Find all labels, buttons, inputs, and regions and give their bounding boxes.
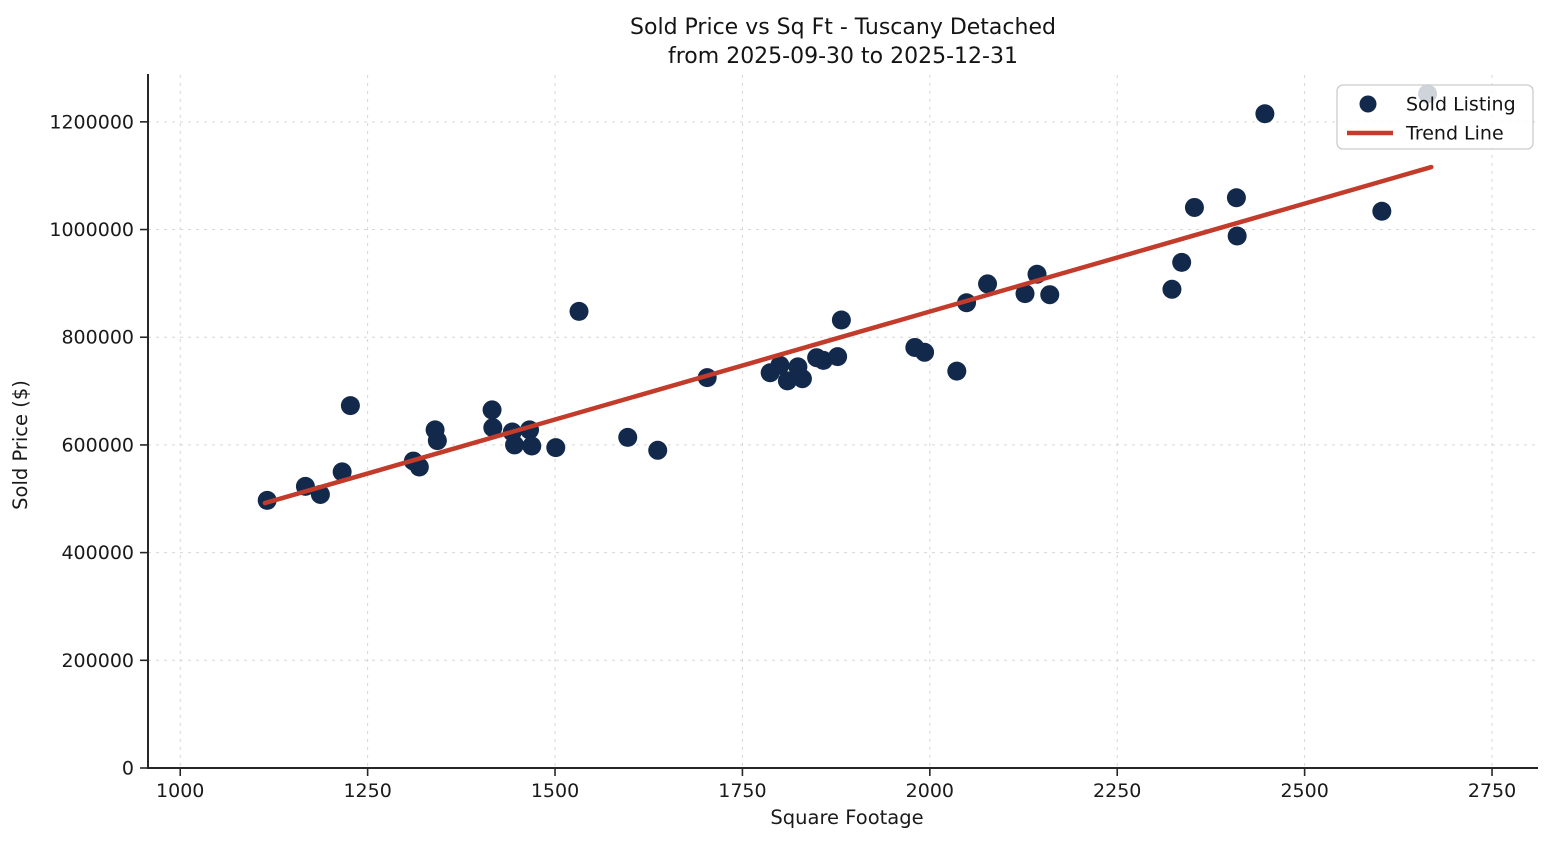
data-point	[777, 371, 797, 391]
legend-sold-listing-marker	[1359, 95, 1377, 113]
y-tick-label: 400000	[61, 542, 134, 564]
tick-labels: 1000 1250 1500 1750 2000 2250 2500 2750 0 200000 4…	[49, 111, 1516, 802]
x-tick-label: 2500	[1280, 780, 1328, 802]
data-point	[947, 361, 967, 381]
data-point	[482, 400, 502, 420]
legend: Sold Listing Trend Line	[1336, 84, 1534, 150]
y-tick-label: 0	[122, 758, 134, 780]
data-point	[770, 355, 790, 375]
data-point	[1172, 252, 1192, 272]
data-point	[1227, 226, 1247, 246]
y-tick-label: 800000	[61, 327, 134, 349]
data-point	[978, 274, 998, 294]
scatter-points	[257, 84, 1438, 510]
data-point	[1015, 284, 1035, 304]
trend-line-segment	[262, 164, 1434, 506]
chart-title-line1: Sold Price vs Sq Ft - Tuscany Detached	[630, 15, 1056, 40]
data-point	[813, 350, 833, 370]
data-point	[332, 462, 352, 482]
data-point	[427, 431, 447, 451]
data-point	[1255, 104, 1275, 124]
y-axis-label: Sold Price ($)	[9, 380, 32, 510]
x-axis-label: Square Footage	[770, 806, 923, 829]
legend-trend-line-label: Trend Line	[1405, 123, 1504, 145]
data-point	[546, 438, 566, 458]
x-tick-label: 1000	[156, 780, 204, 802]
data-point	[1226, 188, 1246, 208]
data-point	[505, 435, 525, 455]
legend-sold-listing-label: Sold Listing	[1406, 94, 1516, 116]
data-point	[1162, 279, 1182, 299]
x-tick-label: 1500	[531, 780, 579, 802]
y-tick-label: 600000	[61, 434, 134, 456]
data-point	[340, 396, 360, 416]
x-tick-label: 2000	[906, 780, 954, 802]
data-point	[648, 440, 668, 460]
x-tick-label: 2750	[1468, 780, 1516, 802]
gridlines	[148, 75, 1537, 769]
axes	[140, 74, 1538, 776]
data-point	[483, 418, 503, 438]
data-point	[1372, 201, 1392, 221]
x-tick-label: 2250	[1093, 780, 1141, 802]
data-point	[1040, 285, 1060, 305]
data-point	[569, 301, 589, 321]
data-point	[831, 310, 851, 330]
data-point	[915, 342, 935, 362]
x-tick-label: 1250	[343, 780, 391, 802]
data-point	[792, 369, 812, 389]
data-point	[618, 427, 638, 447]
y-tick-label: 1200000	[49, 111, 134, 133]
data-point	[828, 347, 848, 367]
y-tick-label: 1000000	[49, 219, 134, 241]
data-point	[522, 436, 542, 456]
chart-title-line2: from 2025-09-30 to 2025-12-31	[668, 44, 1018, 69]
data-point	[1184, 197, 1204, 217]
y-tick-label: 200000	[61, 650, 134, 672]
x-tick-label: 1750	[718, 780, 766, 802]
trend-line	[262, 164, 1434, 506]
